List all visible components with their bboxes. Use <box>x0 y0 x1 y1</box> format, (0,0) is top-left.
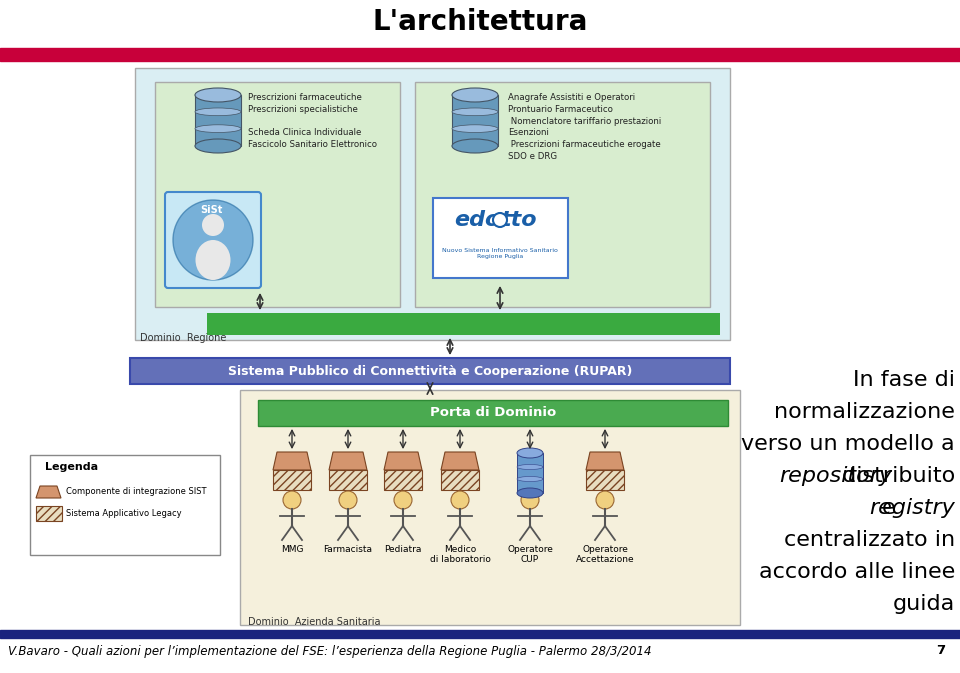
Text: Pediatra: Pediatra <box>384 545 421 554</box>
Circle shape <box>394 491 412 509</box>
Ellipse shape <box>517 464 543 470</box>
Text: normalizzazione: normalizzazione <box>774 402 955 422</box>
Polygon shape <box>329 452 367 470</box>
Ellipse shape <box>517 476 543 481</box>
Circle shape <box>493 213 507 227</box>
Ellipse shape <box>195 125 241 133</box>
Bar <box>517 453 543 493</box>
Text: verso un modello a: verso un modello a <box>741 434 955 454</box>
Bar <box>207 313 720 335</box>
Text: e: e <box>882 498 903 518</box>
Ellipse shape <box>517 488 543 498</box>
Bar <box>258 400 728 426</box>
Circle shape <box>451 491 469 509</box>
Text: V.Bavaro - Quali azioni per l’implementazione del FSE: l’esperienza della Region: V.Bavaro - Quali azioni per l’implementa… <box>8 645 652 658</box>
Text: tto: tto <box>500 210 537 230</box>
Bar <box>130 358 730 384</box>
Text: Medico
di laboratorio: Medico di laboratorio <box>429 545 491 565</box>
Text: accordo alle linee: accordo alle linee <box>758 562 955 582</box>
Polygon shape <box>586 452 624 470</box>
Text: Dominio  Azienda Sanitaria: Dominio Azienda Sanitaria <box>248 617 380 627</box>
Text: Anagrafe Assistiti e Operatori
Prontuario Farmaceutico
 Nomenclatore tariffario : Anagrafe Assistiti e Operatori Prontuari… <box>508 93 661 161</box>
Circle shape <box>521 491 539 509</box>
Text: Nuovo Sistema Informativo Sanitario
Regione Puglia: Nuovo Sistema Informativo Sanitario Regi… <box>442 248 558 259</box>
Text: SiSt: SiSt <box>200 205 223 215</box>
Text: registry: registry <box>869 498 955 518</box>
Text: Operatore
CUP: Operatore CUP <box>507 545 553 565</box>
Text: Componente di integrazione SIST: Componente di integrazione SIST <box>66 487 206 497</box>
Bar <box>329 470 367 490</box>
Ellipse shape <box>452 139 498 153</box>
Circle shape <box>202 214 224 236</box>
Text: Legenda: Legenda <box>45 462 98 472</box>
Bar <box>0 630 960 638</box>
Text: Prescrizioni farmaceutiche
Prescrizioni specialistiche

Scheda Clinica Individua: Prescrizioni farmaceutiche Prescrizioni … <box>248 93 377 149</box>
Ellipse shape <box>452 88 498 102</box>
Bar <box>135 68 730 340</box>
FancyBboxPatch shape <box>433 198 568 278</box>
Text: Operatore
Accettazione: Operatore Accettazione <box>576 545 635 565</box>
Bar <box>155 82 400 307</box>
Text: Sistema Pubblico di Connettività e Cooperazione (RUPAR): Sistema Pubblico di Connettività e Coope… <box>228 365 633 378</box>
Text: In fase di: In fase di <box>853 370 955 390</box>
Bar <box>273 470 311 490</box>
Text: repository: repository <box>779 466 892 486</box>
Circle shape <box>339 491 357 509</box>
Text: guida: guida <box>893 594 955 614</box>
Bar <box>0 48 960 61</box>
Ellipse shape <box>452 108 498 116</box>
Text: centralizzato in: centralizzato in <box>784 530 955 550</box>
Text: L'architettura: L'architettura <box>372 8 588 36</box>
Bar <box>441 470 479 490</box>
Ellipse shape <box>195 139 241 153</box>
Ellipse shape <box>452 125 498 133</box>
Bar <box>30 455 220 555</box>
Ellipse shape <box>196 240 230 280</box>
Bar <box>415 82 710 307</box>
Text: distribuito: distribuito <box>835 466 955 486</box>
Text: Sistema Applicativo Legacy: Sistema Applicativo Legacy <box>66 509 181 518</box>
Bar <box>452 95 498 146</box>
FancyBboxPatch shape <box>165 192 261 288</box>
Text: edo: edo <box>454 210 500 230</box>
Circle shape <box>596 491 614 509</box>
Polygon shape <box>441 452 479 470</box>
Ellipse shape <box>173 200 253 280</box>
Ellipse shape <box>195 108 241 116</box>
Polygon shape <box>36 486 61 498</box>
Circle shape <box>283 491 301 509</box>
Polygon shape <box>273 452 311 470</box>
Polygon shape <box>384 452 422 470</box>
Ellipse shape <box>195 88 241 102</box>
Bar <box>195 95 241 146</box>
Text: 7: 7 <box>936 645 945 658</box>
Text: MMG: MMG <box>280 545 303 554</box>
Bar <box>384 470 422 490</box>
Text: Porta di Dominio: Porta di Dominio <box>430 406 556 419</box>
Bar <box>240 390 740 625</box>
Text: Dominio  Regione: Dominio Regione <box>140 333 227 343</box>
Bar <box>36 506 62 521</box>
Bar <box>586 470 624 490</box>
Text: Farmacista: Farmacista <box>324 545 372 554</box>
Ellipse shape <box>517 448 543 458</box>
